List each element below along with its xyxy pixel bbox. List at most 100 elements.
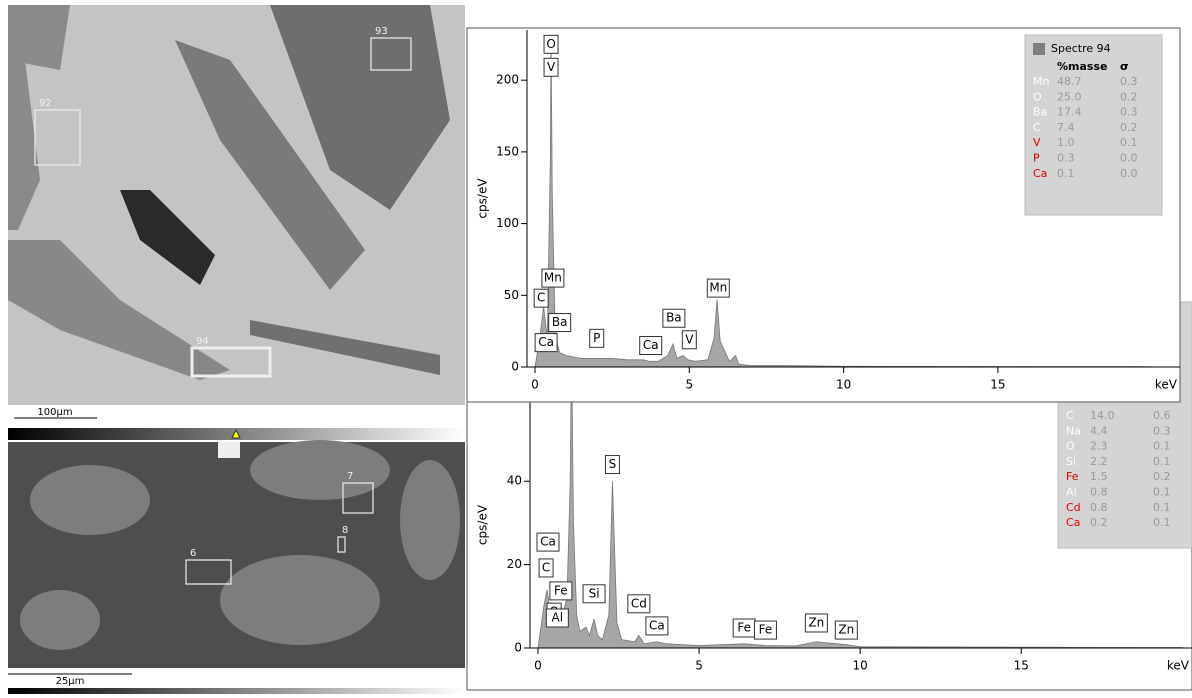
peak-label-box <box>549 581 573 601</box>
peak-label: O <box>546 37 555 51</box>
legend-header: %masse <box>1057 60 1107 73</box>
region-label: 93 <box>375 26 388 37</box>
legend-mass: 0.8 <box>1090 486 1108 499</box>
spectrum <box>534 35 1153 368</box>
peak-label: Cd <box>631 596 647 610</box>
peak-label: S <box>609 457 617 471</box>
scale-label: 25μm <box>56 676 85 687</box>
x-tick-label: 10 <box>836 378 851 392</box>
legend-element: Mn <box>1033 75 1049 88</box>
peak-label: Zn <box>838 623 854 637</box>
x-axis-label: keV <box>1167 659 1190 673</box>
peak-label: V <box>547 60 556 74</box>
legend-sigma: 0.2 <box>1120 90 1138 103</box>
peak-label-box <box>534 333 558 353</box>
y-axis-label: cps/eV <box>476 178 490 219</box>
peak-label: Ba <box>666 311 682 325</box>
peak-label: Ca <box>540 535 556 549</box>
legend-element: Na <box>1066 424 1081 437</box>
legend-mass: 7.4 <box>1057 121 1075 134</box>
region-label: 8 <box>342 525 348 536</box>
peak-label: V <box>685 332 694 346</box>
legend-element: Fe <box>1066 470 1079 483</box>
peak-label: P <box>593 331 600 345</box>
legend-mass: 4.4 <box>1090 424 1108 437</box>
legend-mass: 2.3 <box>1090 440 1108 453</box>
color-marker <box>231 428 241 439</box>
peak-label-box <box>548 313 572 333</box>
peak-label: Ca <box>649 618 665 632</box>
legend-sigma: 0.1 <box>1153 455 1171 468</box>
x-tick-label: 15 <box>1014 659 1029 673</box>
legend-sigma: 0.1 <box>1153 440 1171 453</box>
legend-element: C <box>1066 409 1074 422</box>
region-label: 92 <box>39 98 52 109</box>
peak-label: Fe <box>737 620 751 634</box>
peak-label: Ca <box>538 335 554 349</box>
spectrum <box>537 400 1183 649</box>
x-axis-label: keV <box>1155 378 1178 392</box>
legend-sigma: 0.3 <box>1153 424 1171 437</box>
legend-sigma: 0.2 <box>1153 470 1171 483</box>
legend-sigma: 0.1 <box>1153 486 1171 499</box>
legend-mass: 0.1 <box>1057 167 1075 180</box>
region-label: 7 <box>347 471 353 482</box>
color-bar <box>8 688 465 694</box>
region-label: 6 <box>190 548 196 559</box>
y-tick-label: 200 <box>496 73 519 87</box>
legend-title: Spectre 94 <box>1051 42 1111 55</box>
peak-label-box <box>545 608 569 628</box>
peak-label-box <box>639 335 663 355</box>
scale-label: 100μm <box>37 407 72 418</box>
region-label: 94 <box>196 336 209 347</box>
legend-element: Si <box>1066 455 1076 468</box>
peak-label: Si <box>589 586 600 600</box>
y-axis-label: cps/eV <box>476 504 490 545</box>
peak-label-box <box>662 308 686 328</box>
legend-element: Al <box>1066 486 1077 499</box>
peak-label: C <box>542 560 550 574</box>
legend-element: P <box>1033 152 1040 165</box>
peak-label-box <box>538 558 554 578</box>
x-tick-label: 5 <box>695 659 703 673</box>
peak-label-box <box>589 328 605 348</box>
legend-mass: 14.0 <box>1090 409 1115 422</box>
y-tick-label: 150 <box>496 144 519 158</box>
peak-label-box <box>645 616 669 636</box>
peak-label-box <box>533 288 549 308</box>
legend-element: C <box>1033 121 1041 134</box>
legend-element: V <box>1033 136 1041 149</box>
y-tick-label: 0 <box>514 641 522 655</box>
peak-label-box <box>834 620 858 640</box>
peak-label-box <box>753 620 777 640</box>
peak-label: Fe <box>554 583 568 597</box>
peak-label-box <box>543 34 559 54</box>
legend-element: O <box>1066 440 1075 453</box>
legend-swatch <box>1033 43 1045 55</box>
peak-label-box <box>804 613 828 633</box>
legend-mass: 1.5 <box>1090 470 1108 483</box>
legend-element: Ca <box>1066 516 1080 529</box>
legend-element: Cd <box>1066 501 1081 514</box>
peak-label-box <box>543 57 559 77</box>
peak-label: C <box>537 291 545 305</box>
peak-label: Mn <box>544 271 562 285</box>
peak-label-box <box>627 594 651 614</box>
legend-header: σ <box>1120 60 1129 73</box>
peak-label-box <box>681 330 697 350</box>
legend-sigma: 0.0 <box>1120 152 1138 165</box>
y-tick-label: 40 <box>507 474 522 488</box>
peak-label-box <box>582 584 606 604</box>
region-box <box>342 482 374 514</box>
legend-sigma: 0.1 <box>1153 501 1171 514</box>
y-tick-label: 20 <box>507 557 522 571</box>
plot <box>534 35 1153 368</box>
region-box <box>185 559 232 585</box>
legend-sigma: 0.2 <box>1120 121 1138 134</box>
x-tick-label: 10 <box>853 659 868 673</box>
legend-element: O <box>1033 90 1042 103</box>
y-tick-label: 0 <box>511 360 519 374</box>
legend-sigma: 0.3 <box>1120 75 1138 88</box>
peak-label: Fe <box>759 623 773 637</box>
